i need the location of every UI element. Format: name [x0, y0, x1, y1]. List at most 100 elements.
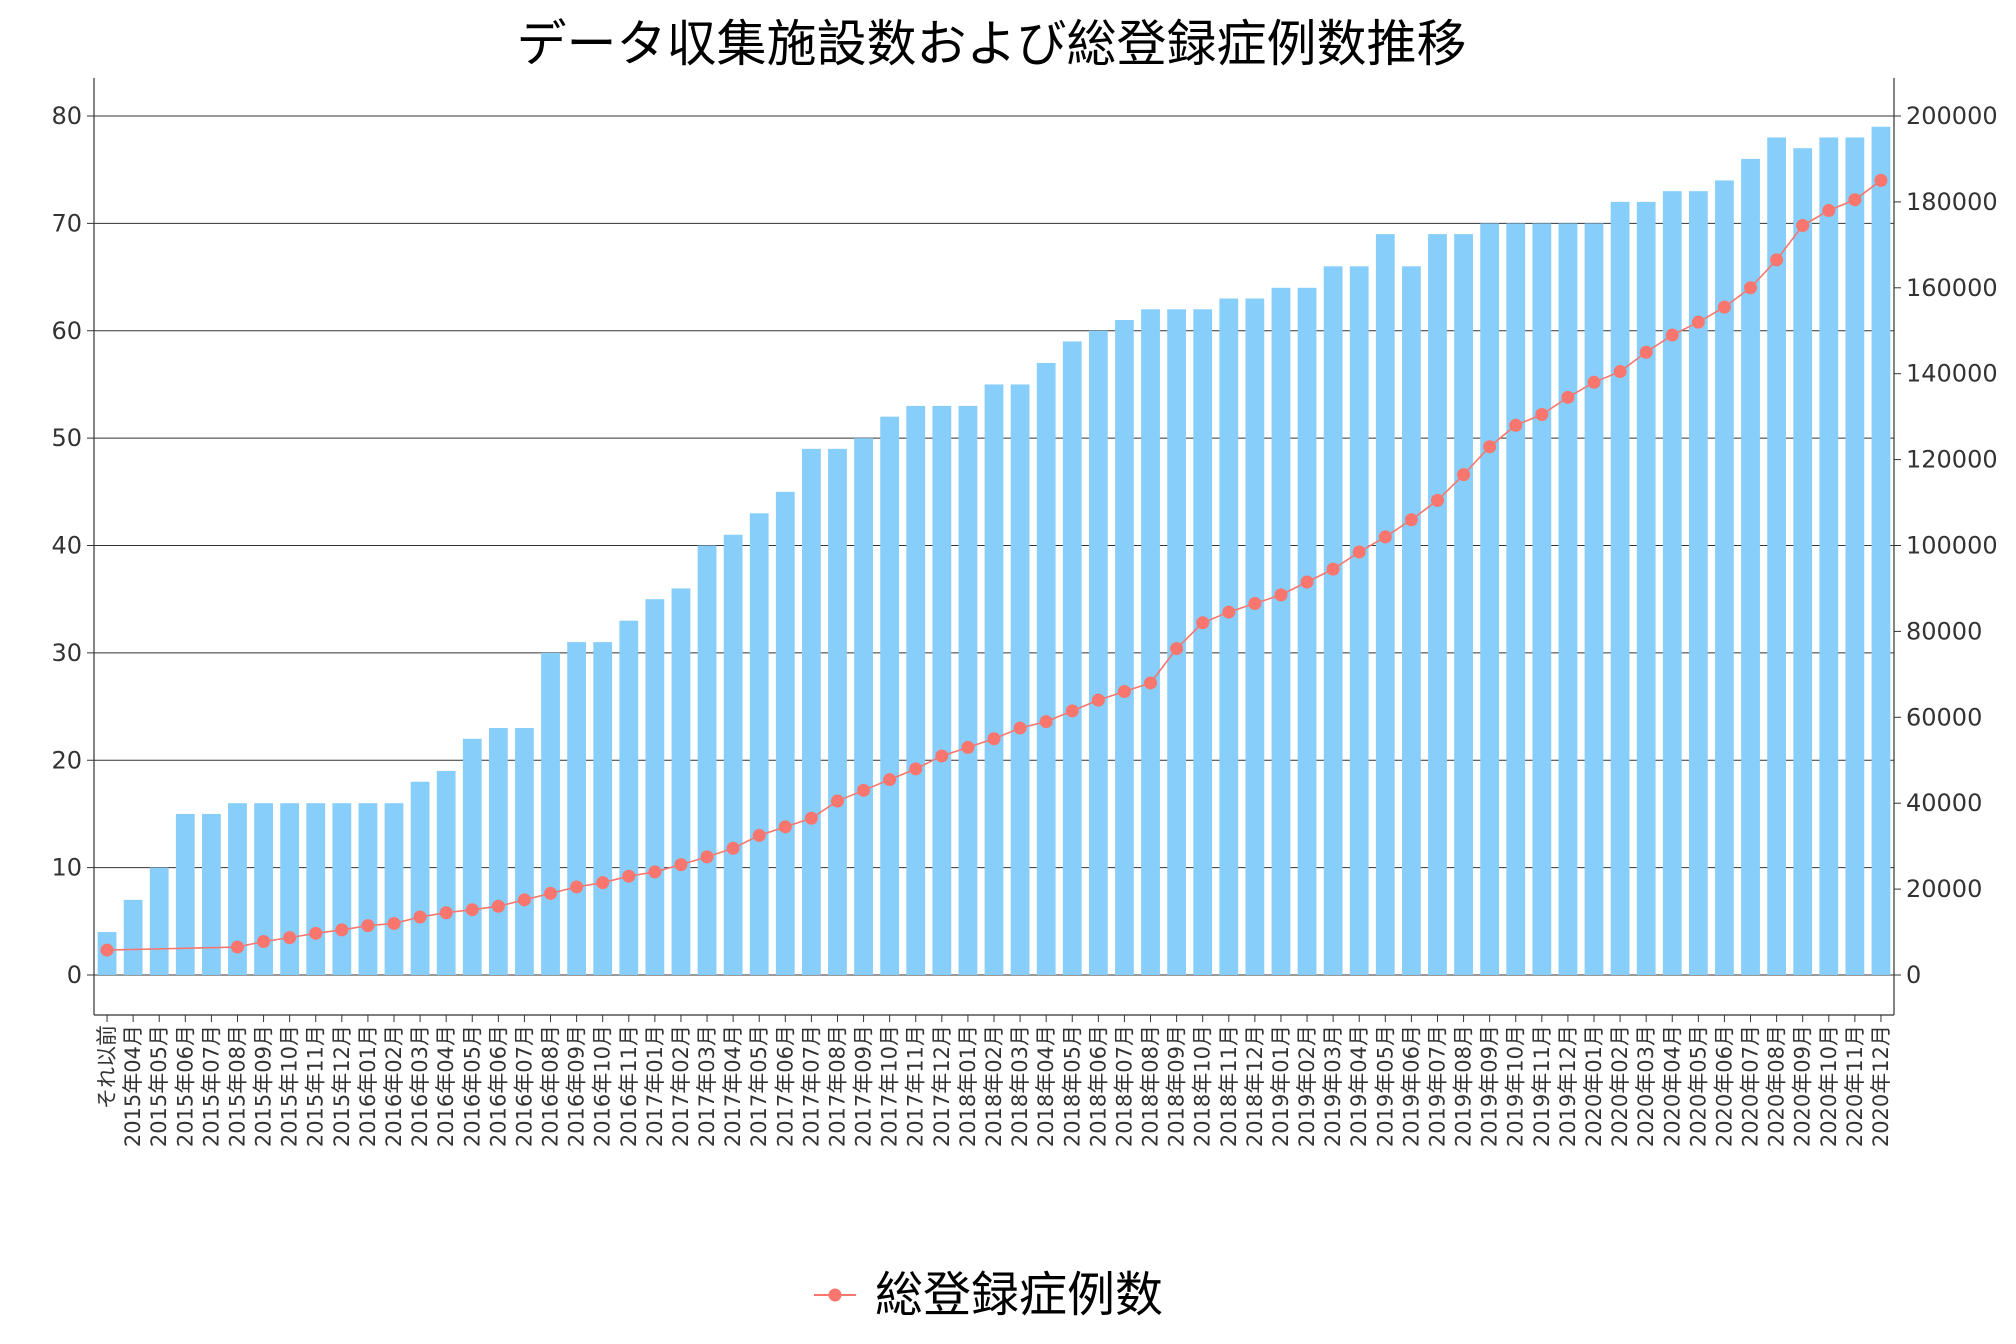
legend-label-total-cases: 総登録症例数	[875, 1267, 1163, 1323]
x-tick-label: 2020年10月	[1817, 1025, 1841, 1147]
x-tick-label: 2019年10月	[1504, 1025, 1528, 1147]
bar	[775, 491, 795, 975]
bar	[1845, 137, 1865, 976]
bar	[1662, 191, 1682, 976]
bar	[1506, 223, 1526, 975]
x-tick-label: 2018年05月	[1060, 1025, 1084, 1147]
bar	[228, 803, 247, 975]
axes: 0 10 20 30 40 50 60 70 80 0 20000 40000 60000 80000 10…	[51, 78, 1998, 1147]
bar	[697, 545, 717, 975]
data-point	[1404, 513, 1418, 527]
bar	[123, 899, 143, 975]
bar	[306, 803, 326, 975]
data-point	[1144, 676, 1158, 690]
x-tick-label: それ以前	[95, 1025, 119, 1109]
x-tick-label: 2016年09月	[565, 1025, 589, 1147]
y2-tick-label: 40000	[1906, 789, 1982, 817]
y2-tick-label: 140000	[1906, 360, 1998, 388]
x-tick-label: 2016年03月	[408, 1025, 432, 1147]
data-point	[1744, 281, 1758, 295]
x-tick-label: 2015年10月	[278, 1025, 302, 1147]
x-tick-label: 2019年05月	[1373, 1025, 1397, 1147]
y-tick-label: 0	[67, 961, 82, 989]
data-point	[1717, 300, 1731, 314]
bar	[1454, 234, 1473, 976]
y-tick-label: 60	[51, 317, 82, 345]
data-point	[1457, 468, 1471, 482]
y2-tick-label: 60000	[1906, 703, 1982, 731]
bar	[1819, 137, 1839, 976]
data-point	[1822, 203, 1836, 217]
bar	[1793, 148, 1813, 975]
x-tick-label: 2020年05月	[1686, 1025, 1710, 1147]
bar	[1245, 298, 1265, 976]
data-point	[1065, 704, 1079, 718]
data-point	[1170, 642, 1184, 656]
x-tick-label: 2017年10月	[878, 1025, 902, 1147]
data-point	[1378, 530, 1392, 544]
bar	[436, 770, 456, 975]
x-tick-label: 2018年06月	[1086, 1025, 1110, 1147]
line-series-total-cases	[100, 173, 1888, 957]
bar	[1088, 330, 1108, 975]
x-tick-label: 2016年05月	[460, 1025, 484, 1147]
x-tick-label: 2020年02月	[1608, 1025, 1632, 1147]
y2-tick-label: 180000	[1906, 188, 1998, 216]
y-tick-label: 80	[51, 102, 82, 130]
x-tick-label: 2018年09月	[1165, 1025, 1189, 1147]
x-tick-label: 2015年06月	[173, 1025, 197, 1147]
bar	[1115, 320, 1134, 975]
bar	[1219, 298, 1239, 976]
bar	[1741, 158, 1760, 975]
data-point	[257, 934, 271, 948]
y2-tick-label: 200000	[1906, 102, 1998, 130]
x-tick-label: 2018年04月	[1034, 1025, 1058, 1147]
bar	[958, 405, 978, 976]
data-point	[491, 899, 505, 913]
bar	[541, 652, 560, 975]
x-tick-label: 2015年12月	[330, 1025, 354, 1147]
bar	[619, 620, 639, 975]
bar	[410, 781, 430, 975]
bar	[567, 642, 586, 975]
bar-series-facilities	[97, 126, 1891, 976]
x-tick-label: 2020年06月	[1712, 1025, 1736, 1147]
y-tick-label: 20	[51, 746, 82, 774]
bar	[332, 803, 352, 975]
bar	[1688, 191, 1708, 976]
x-tick-label: 2017年04月	[721, 1025, 745, 1147]
x-tick-label: 2020年01月	[1582, 1025, 1606, 1147]
data-point	[830, 794, 844, 808]
bar	[723, 534, 743, 975]
bar	[1402, 266, 1421, 975]
x-tick-label: 2018年02月	[982, 1025, 1006, 1147]
x-tick-label: 2020年03月	[1634, 1025, 1658, 1147]
bar	[802, 448, 821, 975]
bar	[280, 803, 300, 975]
data-point	[1117, 685, 1131, 699]
data-point	[1665, 328, 1679, 342]
bar	[1193, 309, 1213, 975]
x-tick-label: 2015年07月	[199, 1025, 223, 1147]
data-point	[1639, 345, 1653, 359]
bar	[1636, 201, 1656, 975]
bar	[1297, 287, 1317, 975]
x-tick-label: 2018年03月	[1008, 1025, 1032, 1147]
bar	[984, 384, 1004, 975]
data-point	[1770, 253, 1784, 267]
data-point	[230, 940, 244, 954]
data-point	[622, 869, 636, 883]
data-point	[1274, 588, 1288, 602]
data-point	[778, 820, 792, 834]
bar	[828, 448, 847, 975]
x-tick-label: 2015年11月	[304, 1025, 328, 1147]
data-point	[1013, 721, 1027, 735]
y2-tick-label: 80000	[1906, 617, 1982, 645]
data-point	[1222, 605, 1236, 619]
bar	[202, 813, 221, 975]
bar	[1558, 223, 1578, 975]
data-point	[465, 903, 479, 917]
data-point	[857, 783, 871, 797]
x-tick-label: 2015年09月	[252, 1025, 276, 1147]
